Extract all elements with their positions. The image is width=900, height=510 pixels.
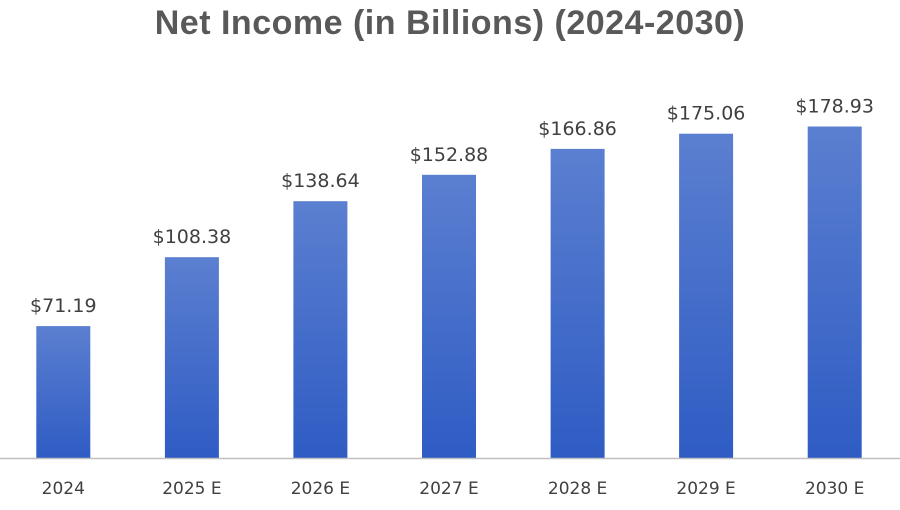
data-label: $175.06 [667,103,746,125]
bar-2030-e [807,126,862,458]
bar-2026-e [293,201,348,458]
bar-2024 [36,326,91,458]
x-tick-label: 2024 [42,479,85,499]
data-label: $178.93 [795,96,874,118]
x-tick-label: 2027 E [419,479,478,499]
x-tick-label: 2028 E [548,479,607,499]
data-label: $152.88 [410,144,489,166]
x-tick-label: 2026 E [291,479,350,499]
data-label: $108.38 [153,226,232,248]
x-tick-label: 2029 E [676,479,735,499]
bar-2027-e [422,174,476,459]
x-tick-label: 2030 E [805,479,864,499]
bar-2028-e [550,148,605,458]
bar-2029-e [679,133,734,458]
chart-title: Net Income (in Billions) (2024-2030) [154,4,746,42]
data-label: $166.86 [538,118,617,140]
data-label: $138.64 [281,170,360,192]
data-label: $71.19 [30,295,96,317]
bar-2025-e [164,257,219,458]
x-tick-label: 2025 E [162,479,221,499]
